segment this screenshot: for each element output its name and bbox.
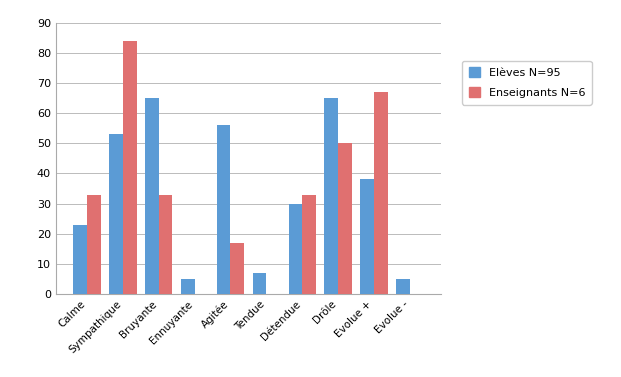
Bar xyxy=(181,279,194,294)
Bar xyxy=(109,134,123,294)
Bar xyxy=(217,125,230,294)
Legend: Elèves N=95, Enseignants N=6: Elèves N=95, Enseignants N=6 xyxy=(462,61,592,104)
Bar xyxy=(159,195,173,294)
Bar xyxy=(396,279,410,294)
Bar xyxy=(289,204,302,294)
Bar xyxy=(87,195,101,294)
Bar xyxy=(123,41,137,294)
Bar xyxy=(360,179,374,294)
Bar xyxy=(73,225,87,294)
Bar xyxy=(230,243,244,294)
Bar xyxy=(302,195,316,294)
Bar xyxy=(374,92,388,294)
Bar xyxy=(145,98,159,294)
Bar xyxy=(338,143,351,294)
Bar xyxy=(253,273,266,294)
Bar xyxy=(324,98,338,294)
